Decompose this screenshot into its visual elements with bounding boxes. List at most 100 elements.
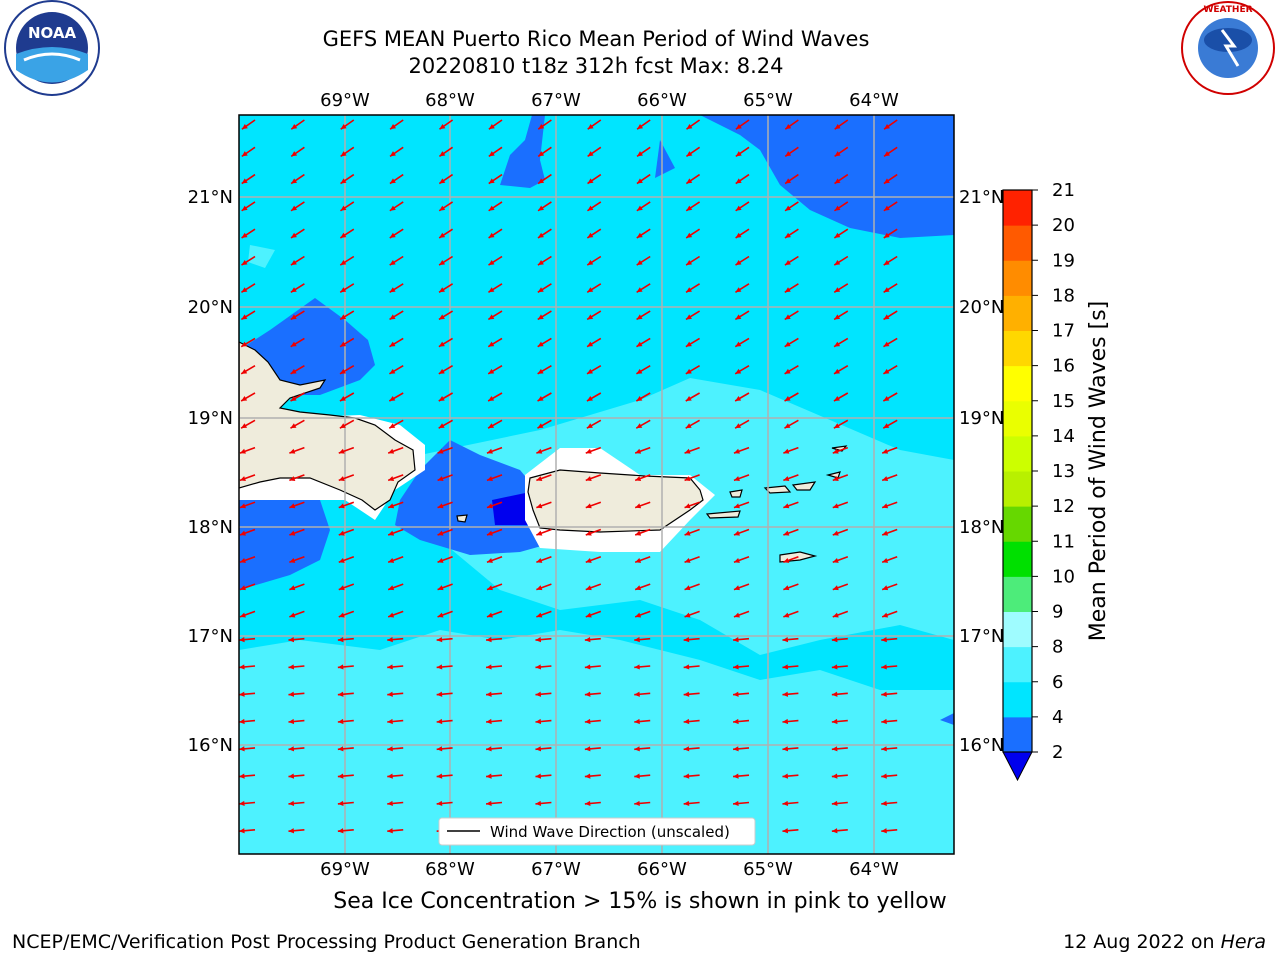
wind-arrow-head <box>636 205 643 211</box>
wind-arrow-head <box>241 151 248 157</box>
wind-arrow-head <box>881 773 887 779</box>
wind-arrow-head <box>388 448 395 454</box>
wind-arrow-head <box>881 718 887 725</box>
wind-arrow-head <box>683 664 690 670</box>
wind-arrow-head <box>883 368 890 374</box>
wind-arrow-head <box>883 259 890 266</box>
wind-arrow-head <box>436 800 443 807</box>
sea-ice-caption: Sea Ice Concentration > 15% is shown in … <box>333 889 947 914</box>
wind-arrow-head <box>686 205 693 211</box>
colorbar-under-extension <box>1002 751 1033 782</box>
wind-arrow-head <box>586 423 593 429</box>
wind-arrow-head <box>436 718 443 725</box>
wind-arrow-head <box>535 718 542 725</box>
wind-arrow-head <box>538 123 545 130</box>
wind-arrow-head <box>782 746 789 752</box>
wind-arrow-head <box>535 800 542 807</box>
longitude-label: 65°W <box>743 859 793 880</box>
wind-arrow-head <box>488 259 495 266</box>
wind-arrow-head <box>783 612 790 618</box>
latitude-label: 20°N <box>959 297 1004 318</box>
wind-arrow-head <box>536 585 543 591</box>
wind-arrow-head <box>683 800 690 807</box>
wind-arrow-head <box>637 151 643 157</box>
wind-arrow-head <box>340 287 347 293</box>
wind-arrow-head <box>387 664 393 670</box>
wind-arrow-head <box>733 773 739 779</box>
wind-arrow-head <box>338 585 345 591</box>
wind-arrow-head <box>337 773 344 779</box>
wind-arrow-head <box>784 259 791 266</box>
wind-arrow-head <box>784 396 791 401</box>
wind-arrow-head <box>733 746 739 752</box>
wind-arrow-head <box>439 151 446 157</box>
wind-arrow-head <box>834 341 841 347</box>
wind-arrow-head <box>832 585 839 591</box>
colorbar-tick-label: 14 <box>1052 426 1075 447</box>
wind-arrow-head <box>239 691 245 697</box>
wind-arrow-head <box>683 746 690 752</box>
wind-arrow-head <box>684 476 691 481</box>
wind-arrow-head <box>439 287 445 293</box>
colorbar-segment <box>1003 400 1032 437</box>
wind-arrow-head <box>387 773 393 779</box>
wind-arrow-head <box>733 448 740 454</box>
wind-arrow-head <box>683 718 690 725</box>
wind-arrow-head <box>387 800 393 807</box>
latitude-label: 16°N <box>959 735 1004 756</box>
wind-arrow-head <box>783 557 790 563</box>
wind-arrow-head <box>587 259 594 266</box>
wind-arrow-head <box>684 585 691 591</box>
wind-arrow-head <box>387 691 393 697</box>
wind-arrow-head <box>437 448 444 454</box>
wind-arrow-head <box>785 151 792 157</box>
wind-arrow-head <box>436 664 443 670</box>
colorbar-tick-label: 15 <box>1052 391 1075 412</box>
virgin-islands <box>729 489 743 498</box>
wind-arrow-head <box>239 773 245 779</box>
wind-arrow-head <box>537 341 544 347</box>
wind-arrow-head <box>288 664 295 670</box>
wind-arrow-head <box>735 368 742 374</box>
wind-arrow-head <box>684 557 691 563</box>
wind-arrow-head <box>636 368 643 374</box>
longitude-label: 68°W <box>425 90 475 111</box>
wind-arrow-head <box>685 368 692 374</box>
wind-arrow-head <box>585 476 592 481</box>
period-band-below-2 <box>492 492 532 525</box>
wind-arrow-head <box>636 232 643 238</box>
wind-arrow-head <box>340 151 347 157</box>
wind-arrow-head <box>340 178 347 184</box>
wind-arrow-head <box>486 585 493 591</box>
colorbar-tick-label: 10 <box>1052 566 1075 587</box>
wind-arrow-head <box>290 396 297 401</box>
wind-arrow-head <box>584 664 591 670</box>
wind-arrow-head <box>536 612 543 618</box>
wind-arrow-head <box>339 396 346 401</box>
colorbar-segment <box>1003 611 1032 648</box>
wind-arrow-head <box>683 691 690 697</box>
footer-date: 12 Aug 2022 on Hera <box>1063 931 1266 953</box>
period-band-2-4 <box>940 713 954 725</box>
wind-arrow-head <box>388 476 395 481</box>
wind-arrow-head <box>733 718 739 725</box>
legend-label: Wind Wave Direction (unscaled) <box>490 823 730 841</box>
wind-arrow-head <box>884 123 891 130</box>
wind-arrow-head <box>239 612 246 618</box>
wind-arrow-head <box>289 476 296 481</box>
wind-arrow-head <box>584 691 591 697</box>
virgin-islands <box>791 481 817 491</box>
wind-arrow-head <box>832 448 839 454</box>
colorbar-segment <box>1003 295 1032 331</box>
wind-arrow-head <box>486 664 492 670</box>
wind-arrow-head <box>488 287 495 293</box>
wind-arrow-head <box>340 368 346 374</box>
wind-arrow-head <box>239 503 246 509</box>
wind-arrow-head <box>241 178 248 184</box>
wind-arrow-head <box>337 637 344 643</box>
wind-arrow-head <box>636 423 643 429</box>
wind-arrow-head <box>881 664 887 670</box>
wind-arrow-head <box>337 691 344 697</box>
wind-arrow-head <box>585 530 592 536</box>
wind-arrow-head <box>536 557 543 563</box>
